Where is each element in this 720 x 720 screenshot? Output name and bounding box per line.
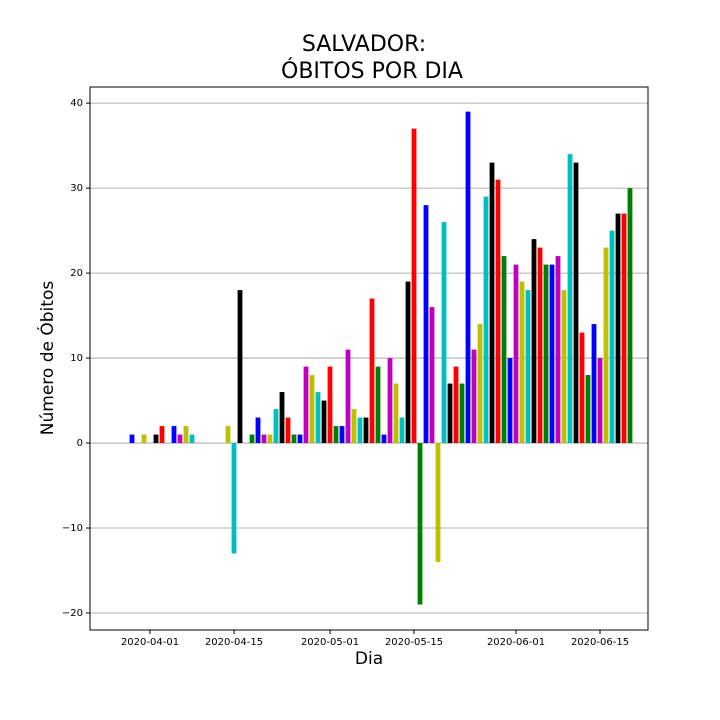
bar: [567, 154, 573, 444]
bar: [285, 417, 291, 444]
bar: [351, 409, 357, 444]
bar: [369, 298, 375, 444]
bar: [603, 247, 609, 444]
bar: [333, 426, 339, 444]
bar: [507, 358, 513, 444]
x-tick-label: 2020-05-15: [385, 637, 443, 648]
bar: [291, 434, 297, 444]
bar: [459, 383, 465, 444]
bar: [585, 375, 591, 444]
x-axis-label: Dia: [355, 649, 383, 669]
bar: [441, 222, 447, 444]
x-tick-label: 2020-04-15: [205, 637, 263, 648]
bar: [591, 324, 597, 444]
bar: [495, 179, 501, 444]
bar: [363, 417, 369, 444]
bar: [519, 281, 525, 444]
bar: [597, 358, 603, 444]
bar: [393, 383, 399, 444]
bar: [561, 290, 567, 444]
bar: [129, 434, 135, 444]
bar: [615, 213, 621, 444]
bar: [153, 434, 159, 444]
bar: [303, 366, 309, 444]
bar: [321, 400, 327, 444]
bar: [465, 111, 471, 444]
bar: [435, 443, 441, 563]
y-tick-label: 40: [70, 98, 83, 109]
plot-frame: [89, 86, 649, 631]
y-tick-label: 20: [70, 268, 83, 279]
chart-title: SALVADOR:: [302, 32, 426, 57]
bar: [345, 349, 351, 444]
y-tick-label: −10: [62, 523, 83, 534]
y-tick-label: 10: [70, 353, 83, 364]
bar: [477, 324, 483, 444]
y-tick-label: −20: [62, 608, 83, 619]
y-tick-label: 30: [70, 183, 83, 194]
bar: [579, 332, 585, 444]
y-axis-label: Número de Óbitos: [36, 281, 58, 436]
y-tick-label: 0: [77, 438, 83, 449]
bar: [261, 434, 267, 444]
bar: [525, 290, 531, 444]
bar: [489, 162, 495, 444]
x-tick-label: 2020-05-01: [301, 637, 359, 648]
bar: [549, 264, 555, 444]
bar: [381, 434, 387, 444]
bar: [279, 392, 285, 444]
bar: [531, 239, 537, 444]
bar: [339, 426, 345, 444]
bar: [255, 417, 261, 444]
bar: [573, 162, 579, 444]
bar: [627, 188, 633, 444]
bar: [471, 349, 477, 444]
bar: [315, 392, 321, 444]
bar: [429, 307, 435, 444]
bar: [141, 434, 147, 444]
bar: [513, 264, 519, 444]
bar: [399, 417, 405, 444]
bar: [621, 213, 627, 444]
bar: [297, 434, 303, 444]
bar: [189, 434, 195, 444]
bar: [405, 281, 411, 444]
x-tick-label: 2020-06-01: [487, 637, 545, 648]
x-tick-label: 2020-06-15: [571, 637, 629, 648]
bar: [327, 366, 333, 444]
bar: [171, 426, 177, 444]
bar: [375, 366, 381, 444]
bar: [453, 366, 459, 444]
bar: [555, 256, 561, 444]
bar: [159, 426, 165, 444]
bar: [411, 128, 417, 444]
bar: [273, 409, 279, 444]
bar: [249, 434, 255, 444]
bar: [177, 434, 183, 444]
bar: [357, 417, 363, 444]
bar: [537, 247, 543, 444]
bar: [183, 426, 189, 444]
chart-title: ÓBITOS POR DIA: [281, 58, 463, 84]
bar: [417, 443, 423, 605]
bar: [609, 230, 615, 444]
bar: [225, 426, 231, 444]
bar: [543, 264, 549, 444]
bar: [237, 290, 243, 444]
bar: [231, 443, 237, 554]
bar: [309, 375, 315, 444]
bar: [423, 205, 429, 444]
bar: [483, 196, 489, 444]
bar: [447, 383, 453, 444]
bar: [387, 358, 393, 444]
bar: [501, 256, 507, 444]
bar: [267, 434, 273, 444]
x-tick-label: 2020-04-01: [121, 637, 179, 648]
